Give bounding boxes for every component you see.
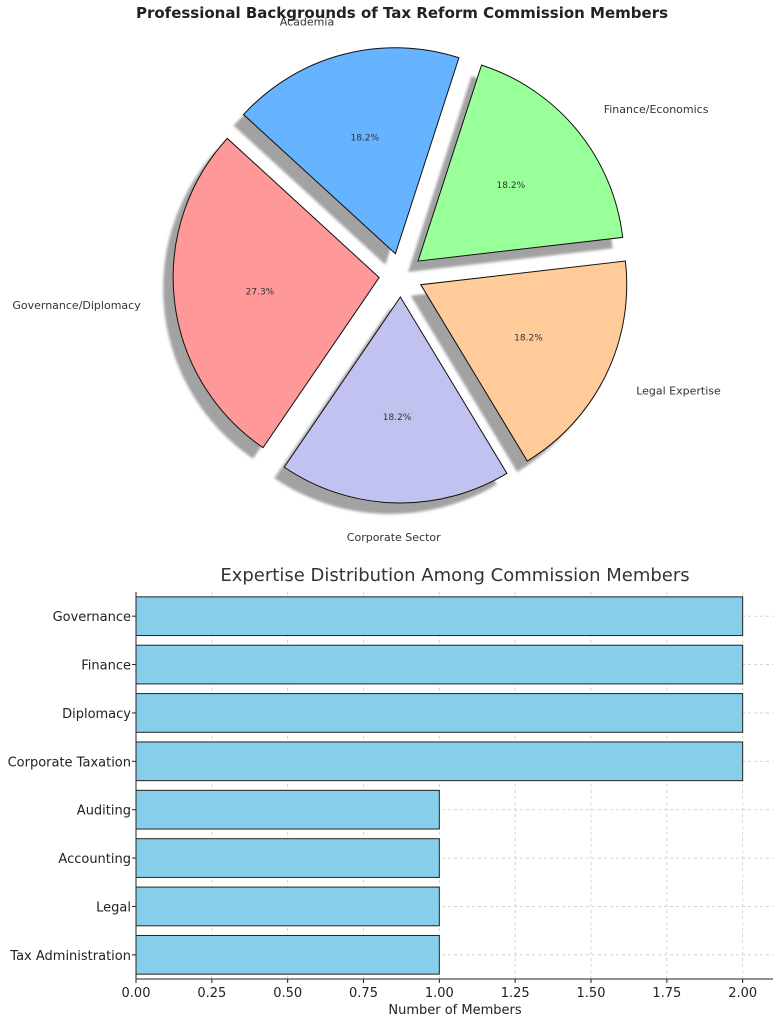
pie-slice-finance-economics bbox=[417, 64, 624, 262]
x-tick-label: 1.50 bbox=[577, 986, 606, 1001]
pie-chart-title: Professional Backgrounds of Tax Reform C… bbox=[136, 4, 668, 22]
x-tick-label: 1.00 bbox=[425, 986, 454, 1001]
x-tick-label: 2.00 bbox=[728, 986, 757, 1001]
y-tick-label-accounting: Accounting bbox=[58, 852, 131, 867]
pie-label-corporate-sector: Corporate Sector bbox=[347, 531, 441, 544]
x-tick-label: 1.25 bbox=[501, 986, 530, 1001]
x-tick-label: 0.25 bbox=[197, 986, 226, 1001]
y-tick-label-corporate-taxation: Corporate Taxation bbox=[8, 755, 131, 770]
y-tick-label-finance: Finance bbox=[81, 659, 131, 674]
pie-slice-legal-expertise bbox=[419, 260, 628, 462]
y-tick-label-legal: Legal bbox=[96, 900, 131, 915]
pie-pct-label-finance-economics: 18.2% bbox=[497, 181, 526, 191]
y-tick-label-auditing: Auditing bbox=[77, 804, 131, 819]
bar-diplomacy bbox=[135, 693, 744, 733]
y-tick-label-diplomacy: Diplomacy bbox=[62, 707, 131, 722]
pie-pct-label-governance-diplomacy: 27.3% bbox=[246, 287, 275, 297]
bar-auditing bbox=[135, 789, 440, 830]
bar-chart: Governance Finance Diplomacy Corporate Taxa… bbox=[8, 592, 773, 1001]
pie-label-finance-economics: Finance/Economics bbox=[604, 103, 709, 116]
bar-governance bbox=[135, 596, 744, 637]
x-tick-label: 1.75 bbox=[652, 986, 681, 1001]
bar-tax-administration bbox=[135, 934, 440, 975]
pie-slice-academia bbox=[242, 47, 460, 255]
y-tick-label-governance: Governance bbox=[53, 610, 131, 625]
pie-chart: Governance/Diplomacy 27.3% Corporate Secto… bbox=[12, 16, 721, 544]
x-tick-label: 0.75 bbox=[349, 986, 378, 1001]
pie-label-academia: Academia bbox=[280, 16, 334, 29]
pie-label-legal-expertise: Legal Expertise bbox=[636, 384, 721, 397]
x-tick-label: 0.00 bbox=[122, 986, 151, 1001]
x-tick-label: 0.50 bbox=[273, 986, 302, 1001]
bar-corporate-taxation bbox=[135, 741, 744, 782]
bar-accounting bbox=[135, 838, 440, 878]
bar-finance bbox=[135, 644, 744, 685]
bar-chart-title: Expertise Distribution Among Commission … bbox=[220, 565, 689, 586]
pie-pct-label-corporate-sector: 18.2% bbox=[383, 413, 412, 423]
pie-slice-corporate-sector bbox=[283, 296, 508, 504]
y-tick-label-tax-administration: Tax Administration bbox=[9, 949, 131, 964]
bar-legal bbox=[135, 886, 440, 927]
pie-label-governance-diplomacy: Governance/Diplomacy bbox=[12, 299, 141, 312]
x-axis-label: Number of Members bbox=[388, 1003, 521, 1018]
pie-slice-governance-diplomacy bbox=[172, 137, 380, 449]
pie-pct-label-academia: 18.2% bbox=[350, 134, 379, 144]
pie-pct-label-legal-expertise: 18.2% bbox=[514, 334, 543, 344]
